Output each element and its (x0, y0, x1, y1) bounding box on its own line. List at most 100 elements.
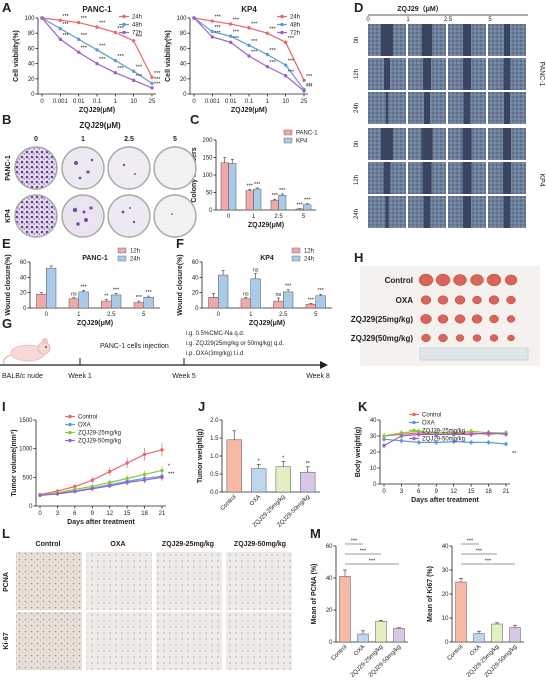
y-tick-label: 0 (183, 92, 187, 98)
y-tick-label: 20 (442, 592, 449, 598)
panel-label-l: L (2, 526, 10, 541)
data-point (247, 26, 251, 30)
data-point (469, 432, 473, 437)
wound-gap (504, 24, 510, 56)
x-tick-label: OXA (469, 644, 482, 657)
data-point (265, 52, 270, 57)
significance-label: *** (306, 74, 313, 80)
significance-label: *** (476, 549, 483, 555)
tumor (470, 274, 484, 286)
data-point (95, 25, 99, 29)
wound-time-24h: 24h (354, 103, 360, 113)
x-tick-label: 3 (56, 511, 60, 517)
y-tick-label: 2.0 (210, 418, 219, 424)
significance-label: *** (306, 84, 313, 90)
tumor (471, 314, 483, 324)
body-weight-chart: 0 10 20 30 40 Body weight(g) 0 3 6 9 12 15 18 21 Days … (355, 413, 517, 505)
significance-label: *** (81, 33, 88, 39)
significance-label: *** (117, 54, 124, 60)
tumor (489, 334, 499, 342)
timeline-week1: Week 1 (68, 373, 92, 380)
data-point (73, 489, 77, 494)
significance-label: *** (269, 48, 276, 54)
wound-healing-grid: ZQJ29（μM） 0 1 2.5 5 0h 12h 24h 0h 12h 24… (354, 5, 545, 228)
ihc-col-control: Control (36, 541, 61, 548)
viability-chart-kp4: KP4 0 20 40 60 80 100 Cell viability(%) 0 0.001 0.… (165, 5, 313, 114)
legend-label: 24h (304, 257, 314, 263)
wound-image (408, 92, 446, 124)
ki67-mean-chart: 0 10 20 30 40 Mean of Ki67 (%) Control OXAZQJ29… (427, 539, 524, 679)
significance-label: ns (71, 292, 77, 298)
ihc-col-50: ZQJ29-50mg/kg (234, 541, 286, 548)
ihc-row-ki67: Ki-67 (3, 632, 10, 649)
data-point (382, 437, 386, 441)
y-tick-label: 20 (20, 291, 27, 297)
significance-label: *** (233, 30, 240, 36)
significance-label: *** (269, 27, 276, 33)
data-point (434, 432, 438, 437)
data-point (142, 452, 147, 457)
wound-col-1: 1 (406, 17, 410, 23)
x-axis-title: Days after treatment (67, 519, 135, 526)
timeline-mouse-strain: BALB/c nude (2, 373, 43, 380)
panel-label-d: D (354, 0, 363, 15)
legend-swatch (117, 255, 127, 262)
tumor (421, 333, 431, 343)
legend-swatch (283, 137, 293, 144)
x-tick-label: 15 (468, 489, 475, 495)
y-tick-label: 20 (326, 608, 333, 614)
timeline-week8: Week 8 (306, 373, 330, 380)
tumor (437, 295, 449, 305)
data-point (469, 429, 473, 433)
bar (270, 199, 279, 211)
bar (226, 439, 242, 493)
legend-marker (412, 428, 416, 433)
x-tick-label: 10 (130, 99, 137, 105)
data-point (486, 440, 491, 445)
y-tick-label: 0 (209, 208, 213, 214)
x-tick-label: ZQJ29-25mg/kg (466, 644, 501, 679)
legend-marker (412, 420, 416, 425)
x-tick-label: OXA (353, 644, 366, 657)
wound-gap (503, 58, 511, 90)
timeline-week5: Week 5 (172, 373, 196, 380)
panel-label-a: A (2, 0, 12, 15)
significance-label: *** (247, 183, 254, 189)
series-line (39, 469, 163, 496)
legend-label: OXA (78, 423, 91, 429)
x-axis-title: ZQJ29(μM) (77, 320, 113, 327)
data-point (452, 439, 456, 444)
data-point (302, 89, 306, 93)
y-tick-label: 40 (326, 576, 333, 582)
data-point (95, 48, 99, 52)
data-point (265, 31, 270, 35)
wound-gap (423, 58, 431, 90)
colony-col-2: 2.5 (124, 136, 134, 143)
data-point (399, 439, 404, 443)
data-point (113, 71, 118, 75)
panel-label-k: K (358, 399, 368, 414)
data-point (283, 74, 288, 78)
wound-time-12h: 12h (354, 69, 360, 79)
bar (111, 294, 122, 309)
significance-label: ns (275, 292, 281, 298)
tumor (438, 333, 448, 343)
legend-label: 12h (130, 249, 140, 255)
tumor (488, 295, 500, 305)
y-tick-label: 60 (326, 544, 333, 550)
y-tick-label: 0 (195, 306, 199, 312)
legend-marker (68, 430, 72, 435)
significance-label: *** (99, 43, 106, 49)
y-tick-label: 20 (370, 450, 377, 456)
treatment-line-1: i.g. 0.5%CMC-Na q.d. (186, 331, 245, 337)
wound-image (488, 196, 526, 228)
treatment-timeline: PANC-1 cells injection BALB/c nude Week … (0, 331, 330, 380)
data-point (382, 443, 386, 448)
legend-label: ZQJ29-25mg/kg (78, 431, 121, 437)
y-tick-label: 0 (329, 640, 333, 646)
x-tick-label: 1 (77, 312, 81, 318)
wound-gap (381, 24, 393, 56)
ihc-image (16, 612, 82, 670)
x-tick-label: 0 (40, 99, 44, 105)
